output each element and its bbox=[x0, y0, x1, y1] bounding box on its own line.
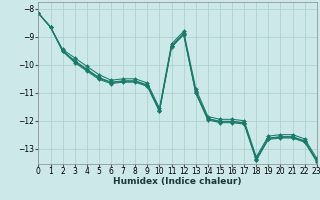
X-axis label: Humidex (Indice chaleur): Humidex (Indice chaleur) bbox=[113, 177, 242, 186]
